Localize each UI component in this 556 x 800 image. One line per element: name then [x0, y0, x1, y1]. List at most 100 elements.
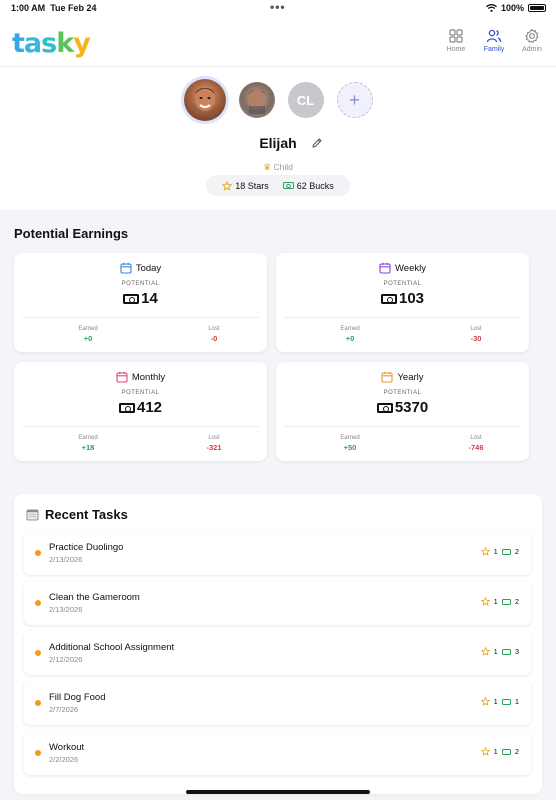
notepad-icon [26, 509, 39, 521]
wifi-icon [486, 4, 497, 12]
divider [22, 317, 259, 318]
nav-home[interactable]: Home [442, 28, 470, 53]
bill-icon [501, 748, 511, 755]
home-indicator[interactable] [186, 790, 370, 794]
card-header: Weekly [276, 262, 529, 274]
avatar-cl[interactable]: CL [287, 82, 324, 118]
lost-stat: Lost -0 [208, 326, 220, 343]
potential-label: POTENTIAL [121, 390, 160, 396]
people-icon [486, 29, 502, 43]
task-date: 2/13/2026 [49, 605, 83, 614]
bill-icon [501, 598, 511, 605]
lost-stat: Lost -746 [468, 435, 484, 452]
currency-summary: 18 Stars 62 Bucks [206, 175, 350, 196]
status-bar: 1:00 AM Tue Feb 24 ••• 100% [0, 0, 556, 16]
multitask-dots[interactable]: ••• [270, 0, 286, 14]
lost-stat: Lost -321 [206, 435, 222, 452]
earnings-card-weekly[interactable]: Weekly POTENTIAL 103 Earned +0 Lost -30 [276, 253, 529, 352]
calendar-icon [116, 371, 128, 383]
task-name: Workout [49, 742, 85, 753]
bill-icon [282, 182, 294, 189]
earned-stat: Earned +18 [78, 435, 98, 452]
child-photo-icon [194, 87, 215, 111]
divider [284, 317, 521, 318]
add-member-button[interactable]: + [336, 82, 373, 118]
bill-icon [501, 698, 511, 705]
bill-icon [123, 293, 140, 304]
task-name: Practice Duolingo [49, 542, 124, 553]
edit-pencil-icon[interactable] [311, 137, 323, 149]
card-period: Monthly [131, 371, 166, 383]
card-header: Today [14, 262, 267, 274]
task-name: Clean the Gameroom [49, 592, 140, 603]
calendar-icon [120, 262, 132, 274]
plus-icon: + [349, 89, 360, 110]
avatar-second-child[interactable] [238, 82, 275, 118]
bill-icon [380, 293, 397, 304]
earned-stat: Earned +0 [78, 326, 98, 343]
status-dot [35, 750, 41, 756]
child-photo-icon [247, 89, 266, 114]
potential-label: POTENTIAL [121, 281, 160, 287]
potential-label: POTENTIAL [383, 281, 422, 287]
lost-stat: Lost -30 [470, 326, 482, 343]
task-date: 2/2/2026 [49, 755, 79, 764]
nav-admin[interactable]: Admin [518, 28, 546, 53]
card-period: Today [135, 262, 162, 274]
recent-tasks-title: Recent Tasks [26, 507, 128, 522]
calendar-icon [381, 371, 394, 383]
name-row: Elijah [0, 135, 556, 153]
bill-icon [501, 648, 511, 655]
app-logo[interactable]: tasky [12, 28, 91, 59]
task-row[interactable]: Additional School Assignment 2/12/2026 1… [24, 631, 531, 675]
potential-value: 103 [276, 290, 529, 307]
status-time: 1:00 AM Tue Feb 24 [11, 3, 97, 13]
stars-total: 18 Stars [222, 180, 269, 191]
task-date: 2/12/2026 [49, 655, 83, 664]
family-avatars: CL + [0, 79, 556, 121]
earnings-card-yearly[interactable]: Yearly POTENTIAL 5370 Earned +50 Lost -746 [276, 362, 529, 461]
bill-icon [376, 402, 393, 413]
crown-icon: ♛ [263, 162, 272, 172]
task-date: 2/13/2026 [49, 555, 83, 564]
status-right: 100% [486, 3, 546, 13]
nav-home-label: Home [446, 46, 466, 53]
potential-value: 412 [14, 399, 267, 416]
profile-header: CL + Elijah ♛ Child 18 Stars 62 Bucks [0, 67, 556, 210]
potential-value: 5370 [276, 399, 529, 416]
status-dot [35, 650, 41, 656]
gear-icon [525, 28, 539, 43]
earnings-card-today[interactable]: Today POTENTIAL 14 Earned +0 Lost -0 [14, 253, 267, 352]
top-bar: tasky Home Family Admin [0, 16, 556, 67]
star-icon [222, 180, 233, 191]
card-period: Weekly [395, 262, 426, 274]
top-nav: Home Family Admin [442, 28, 546, 53]
potential-earnings-title: Potential Earnings [14, 226, 129, 241]
star-icon [480, 697, 490, 706]
nav-family[interactable]: Family [480, 28, 508, 53]
status-dot [35, 700, 41, 706]
status-dot [35, 550, 41, 556]
earned-stat: Earned +50 [340, 435, 360, 452]
nav-family-label: Family [483, 46, 505, 53]
potential-label: POTENTIAL [383, 390, 422, 396]
earnings-card-monthly[interactable]: Monthly POTENTIAL 412 Earned +18 Lost -321 [14, 362, 267, 461]
recent-tasks-panel: Recent Tasks Practice Duolingo 2/13/2026… [14, 494, 542, 794]
star-icon [480, 547, 490, 556]
avatar-elijah[interactable] [183, 79, 226, 121]
calendar-icon [379, 262, 391, 274]
child-name: Elijah [259, 135, 297, 151]
card-header: Yearly [276, 371, 529, 383]
task-name: Additional School Assignment [49, 642, 175, 653]
battery-percent: 100% [500, 3, 524, 13]
grid-icon [449, 29, 463, 43]
potential-value: 14 [14, 290, 267, 307]
